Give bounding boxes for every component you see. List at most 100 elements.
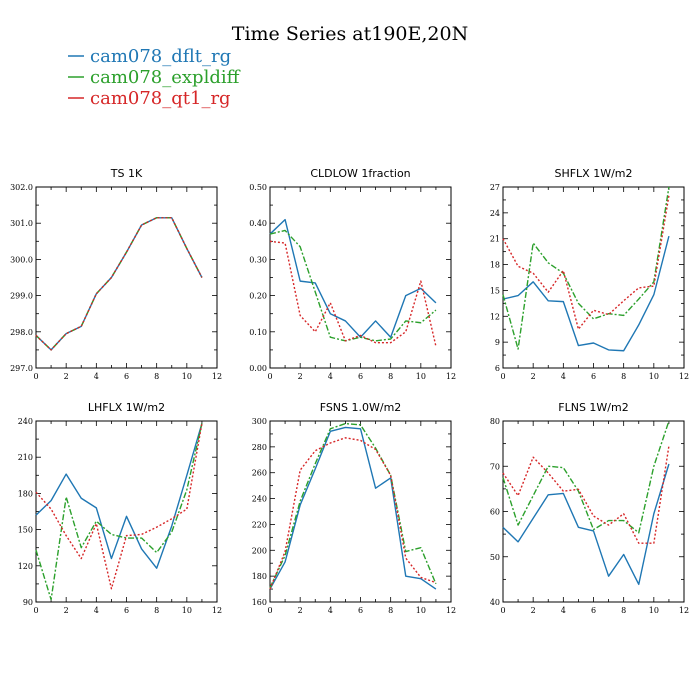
x-tick-label: 2 bbox=[64, 606, 69, 615]
series-line-cam078-expldiff bbox=[502, 186, 670, 350]
x-tick-label: 8 bbox=[154, 372, 159, 381]
y-tick-label: 300 bbox=[252, 417, 267, 426]
series-line-cam078-expldiff bbox=[269, 422, 437, 589]
y-tick-label: 240 bbox=[252, 495, 267, 504]
panel: CLDLOW 1fraction 0 2 4 6 8 10 12 0.00 0.10 0.20 0.3… bbox=[249, 167, 456, 381]
series-line-cam078-dflt-rg bbox=[502, 235, 670, 352]
y-tick-label: 180 bbox=[18, 489, 33, 498]
y-tick-label: 12 bbox=[490, 312, 500, 321]
y-tick-label: 6 bbox=[495, 364, 500, 373]
x-tick-label: 10 bbox=[182, 606, 192, 615]
y-tick-label: 120 bbox=[18, 562, 33, 571]
plot-frame bbox=[502, 420, 685, 603]
x-tick-label: 4 bbox=[561, 606, 566, 615]
plot-frame bbox=[269, 186, 452, 369]
y-tick-label: 0.20 bbox=[249, 292, 267, 301]
series-line-cam078-qt1-rg bbox=[269, 437, 437, 590]
series-line-cam078-dflt-rg bbox=[269, 426, 437, 590]
y-tick-label: 260 bbox=[252, 469, 267, 478]
x-tick-label: 6 bbox=[124, 372, 129, 381]
x-tick-label: 12 bbox=[446, 606, 456, 615]
y-tick-label: 220 bbox=[252, 520, 267, 529]
legend-item: cam078_expldiff bbox=[68, 67, 241, 88]
legend-label: cam078_dflt_rg bbox=[90, 46, 231, 67]
y-tick-label: 0.30 bbox=[249, 255, 267, 264]
y-tick-label: 24 bbox=[490, 209, 500, 218]
series-line-cam078-expldiff bbox=[35, 217, 203, 351]
y-tick-label: 299.0 bbox=[10, 292, 33, 301]
x-tick-label: 4 bbox=[328, 606, 333, 615]
series-line-cam078-qt1-rg bbox=[502, 195, 670, 330]
x-tick-label: 2 bbox=[531, 606, 536, 615]
y-tick-label: 90 bbox=[23, 598, 33, 607]
x-tick-label: 6 bbox=[591, 606, 596, 615]
panel: LHFLX 1W/m2 0 2 4 6 8 10 12 90 120 150 180 210 240 bbox=[18, 401, 222, 615]
legend: cam078_dflt_rg cam078_expldiff cam078_qt… bbox=[68, 46, 241, 109]
plot-frame bbox=[35, 186, 218, 369]
x-tick-label: 2 bbox=[298, 372, 303, 381]
panel-title: CLDLOW 1fraction bbox=[310, 167, 410, 180]
y-tick-label: 0.10 bbox=[249, 328, 267, 337]
x-tick-label: 8 bbox=[621, 606, 626, 615]
x-tick-label: 10 bbox=[649, 606, 659, 615]
y-tick-label: 298.0 bbox=[10, 328, 33, 337]
y-tick-label: 21 bbox=[490, 235, 500, 244]
y-tick-label: 280 bbox=[252, 443, 267, 452]
panel: TS 1K 0 2 4 6 8 10 12 297.0 298.0 299.0 300.0 301.0 3… bbox=[10, 167, 222, 381]
y-tick-label: 80 bbox=[490, 417, 500, 426]
x-tick-label: 10 bbox=[416, 372, 426, 381]
plot-frame bbox=[502, 186, 685, 369]
x-tick-label: 0 bbox=[500, 372, 505, 381]
series-line-cam078-expldiff bbox=[35, 423, 203, 601]
y-tick-label: 160 bbox=[252, 598, 267, 607]
y-tick-label: 60 bbox=[490, 508, 500, 517]
y-tick-label: 9 bbox=[495, 338, 500, 347]
x-tick-label: 12 bbox=[679, 372, 689, 381]
x-tick-label: 12 bbox=[446, 372, 456, 381]
y-tick-label: 210 bbox=[18, 453, 33, 462]
y-tick-label: 180 bbox=[252, 572, 267, 581]
x-tick-label: 10 bbox=[416, 606, 426, 615]
x-tick-label: 0 bbox=[33, 372, 38, 381]
y-tick-label: 301.0 bbox=[10, 219, 33, 228]
x-tick-label: 2 bbox=[64, 372, 69, 381]
y-tick-label: 0.50 bbox=[249, 183, 267, 192]
x-tick-label: 4 bbox=[561, 372, 566, 381]
x-tick-label: 0 bbox=[267, 372, 272, 381]
x-tick-label: 8 bbox=[388, 372, 393, 381]
panel-title: FSNS 1.0W/m2 bbox=[320, 401, 402, 414]
y-tick-label: 297.0 bbox=[10, 364, 33, 373]
y-tick-label: 302.0 bbox=[10, 183, 33, 192]
x-tick-label: 10 bbox=[182, 372, 192, 381]
x-tick-label: 8 bbox=[621, 372, 626, 381]
panel-title: TS 1K bbox=[110, 167, 143, 180]
panel: FSNS 1.0W/m2 0 2 4 6 8 10 12 160 180 200 220 240 260 2… bbox=[252, 401, 456, 615]
x-tick-label: 10 bbox=[649, 372, 659, 381]
series-line-cam078-dflt-rg bbox=[35, 217, 203, 351]
x-tick-label: 4 bbox=[94, 606, 99, 615]
panel-title: FLNS 1W/m2 bbox=[558, 401, 628, 414]
legend-label: cam078_expldiff bbox=[90, 67, 241, 88]
series-line-cam078-expldiff bbox=[269, 229, 437, 342]
x-tick-label: 6 bbox=[358, 372, 363, 381]
figure-title: Time Series at190E,20N bbox=[232, 23, 468, 45]
y-tick-label: 40 bbox=[490, 598, 500, 607]
panel-title: SHFLX 1W/m2 bbox=[554, 167, 632, 180]
y-tick-label: 240 bbox=[18, 417, 33, 426]
series-line-cam078-qt1-rg bbox=[269, 240, 437, 347]
x-tick-label: 6 bbox=[358, 606, 363, 615]
y-tick-label: 0.00 bbox=[249, 364, 267, 373]
x-tick-label: 8 bbox=[388, 606, 393, 615]
x-tick-label: 0 bbox=[267, 606, 272, 615]
legend-item: cam078_dflt_rg bbox=[68, 46, 231, 67]
x-tick-label: 6 bbox=[124, 606, 129, 615]
y-tick-label: 70 bbox=[490, 462, 500, 471]
plot-frame bbox=[35, 420, 218, 603]
legend-item: cam078_qt1_rg bbox=[68, 88, 231, 109]
y-tick-label: 15 bbox=[490, 286, 500, 295]
panels: TS 1K0 2 4 6 8 10 12297.0298.0299.0300.0301.03… bbox=[10, 167, 689, 615]
series-line-cam078-dflt-rg bbox=[502, 463, 670, 586]
y-tick-label: 27 bbox=[490, 183, 500, 192]
